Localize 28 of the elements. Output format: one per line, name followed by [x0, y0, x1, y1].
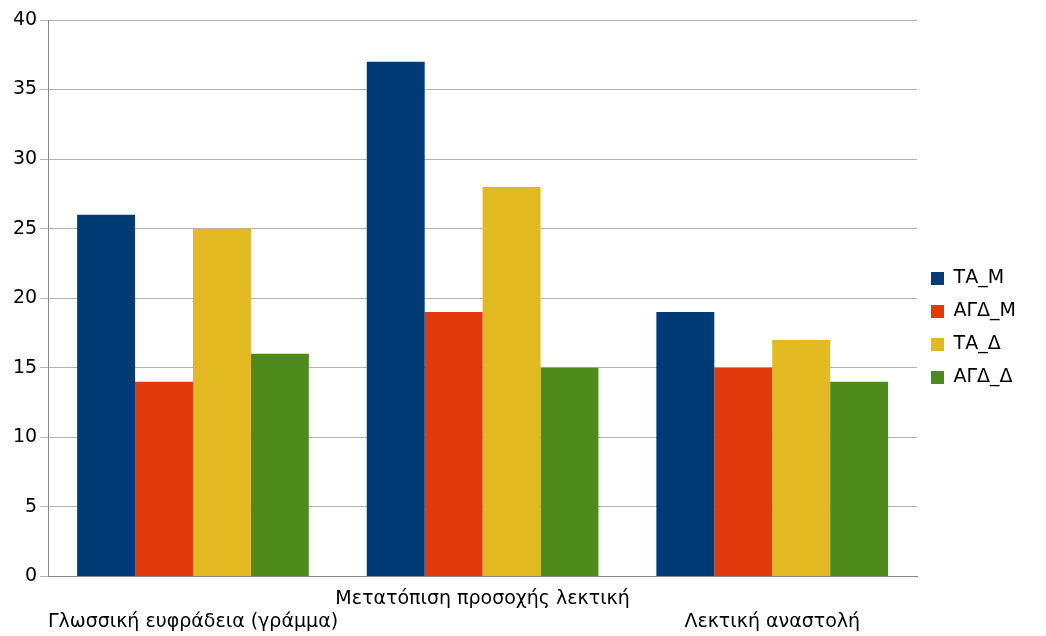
- x-tick-label: Γλωσσική ευφράδεια (γράμμα): [47, 608, 339, 631]
- bar: [656, 312, 715, 576]
- bar: [830, 381, 889, 576]
- y-tick-label: 25: [12, 215, 38, 238]
- bar: [192, 228, 251, 576]
- bar: [135, 381, 193, 576]
- y-tick-label: 35: [12, 76, 38, 99]
- y-tick-label: 30: [12, 146, 38, 169]
- bar: [424, 312, 483, 576]
- legend-label: ΤΑ_Δ: [952, 331, 1001, 355]
- bar: [714, 367, 773, 576]
- y-tick-label: 40: [12, 6, 38, 29]
- bar: [540, 367, 599, 576]
- bar: [366, 61, 425, 576]
- y-tick-label: 20: [12, 285, 38, 308]
- legend-label: ΤΑ_Μ: [952, 265, 1005, 289]
- bar: [482, 186, 541, 576]
- bar: [772, 339, 831, 576]
- y-tick-label: 10: [12, 424, 38, 447]
- x-tick-label: Μετατόπιση προσοχής λεκτική: [335, 585, 630, 608]
- y-tick-label: 5: [25, 493, 38, 516]
- bar: [77, 214, 136, 576]
- y-tick-label: 15: [12, 354, 38, 377]
- legend-label: ΑΓΔ_Μ: [953, 298, 1017, 322]
- y-tick-label: 0: [25, 563, 38, 586]
- x-tick-label: Λεκτική αναστολή: [684, 608, 861, 631]
- legend-label: ΑΓΔ_Δ: [953, 364, 1013, 388]
- bar: [250, 353, 309, 576]
